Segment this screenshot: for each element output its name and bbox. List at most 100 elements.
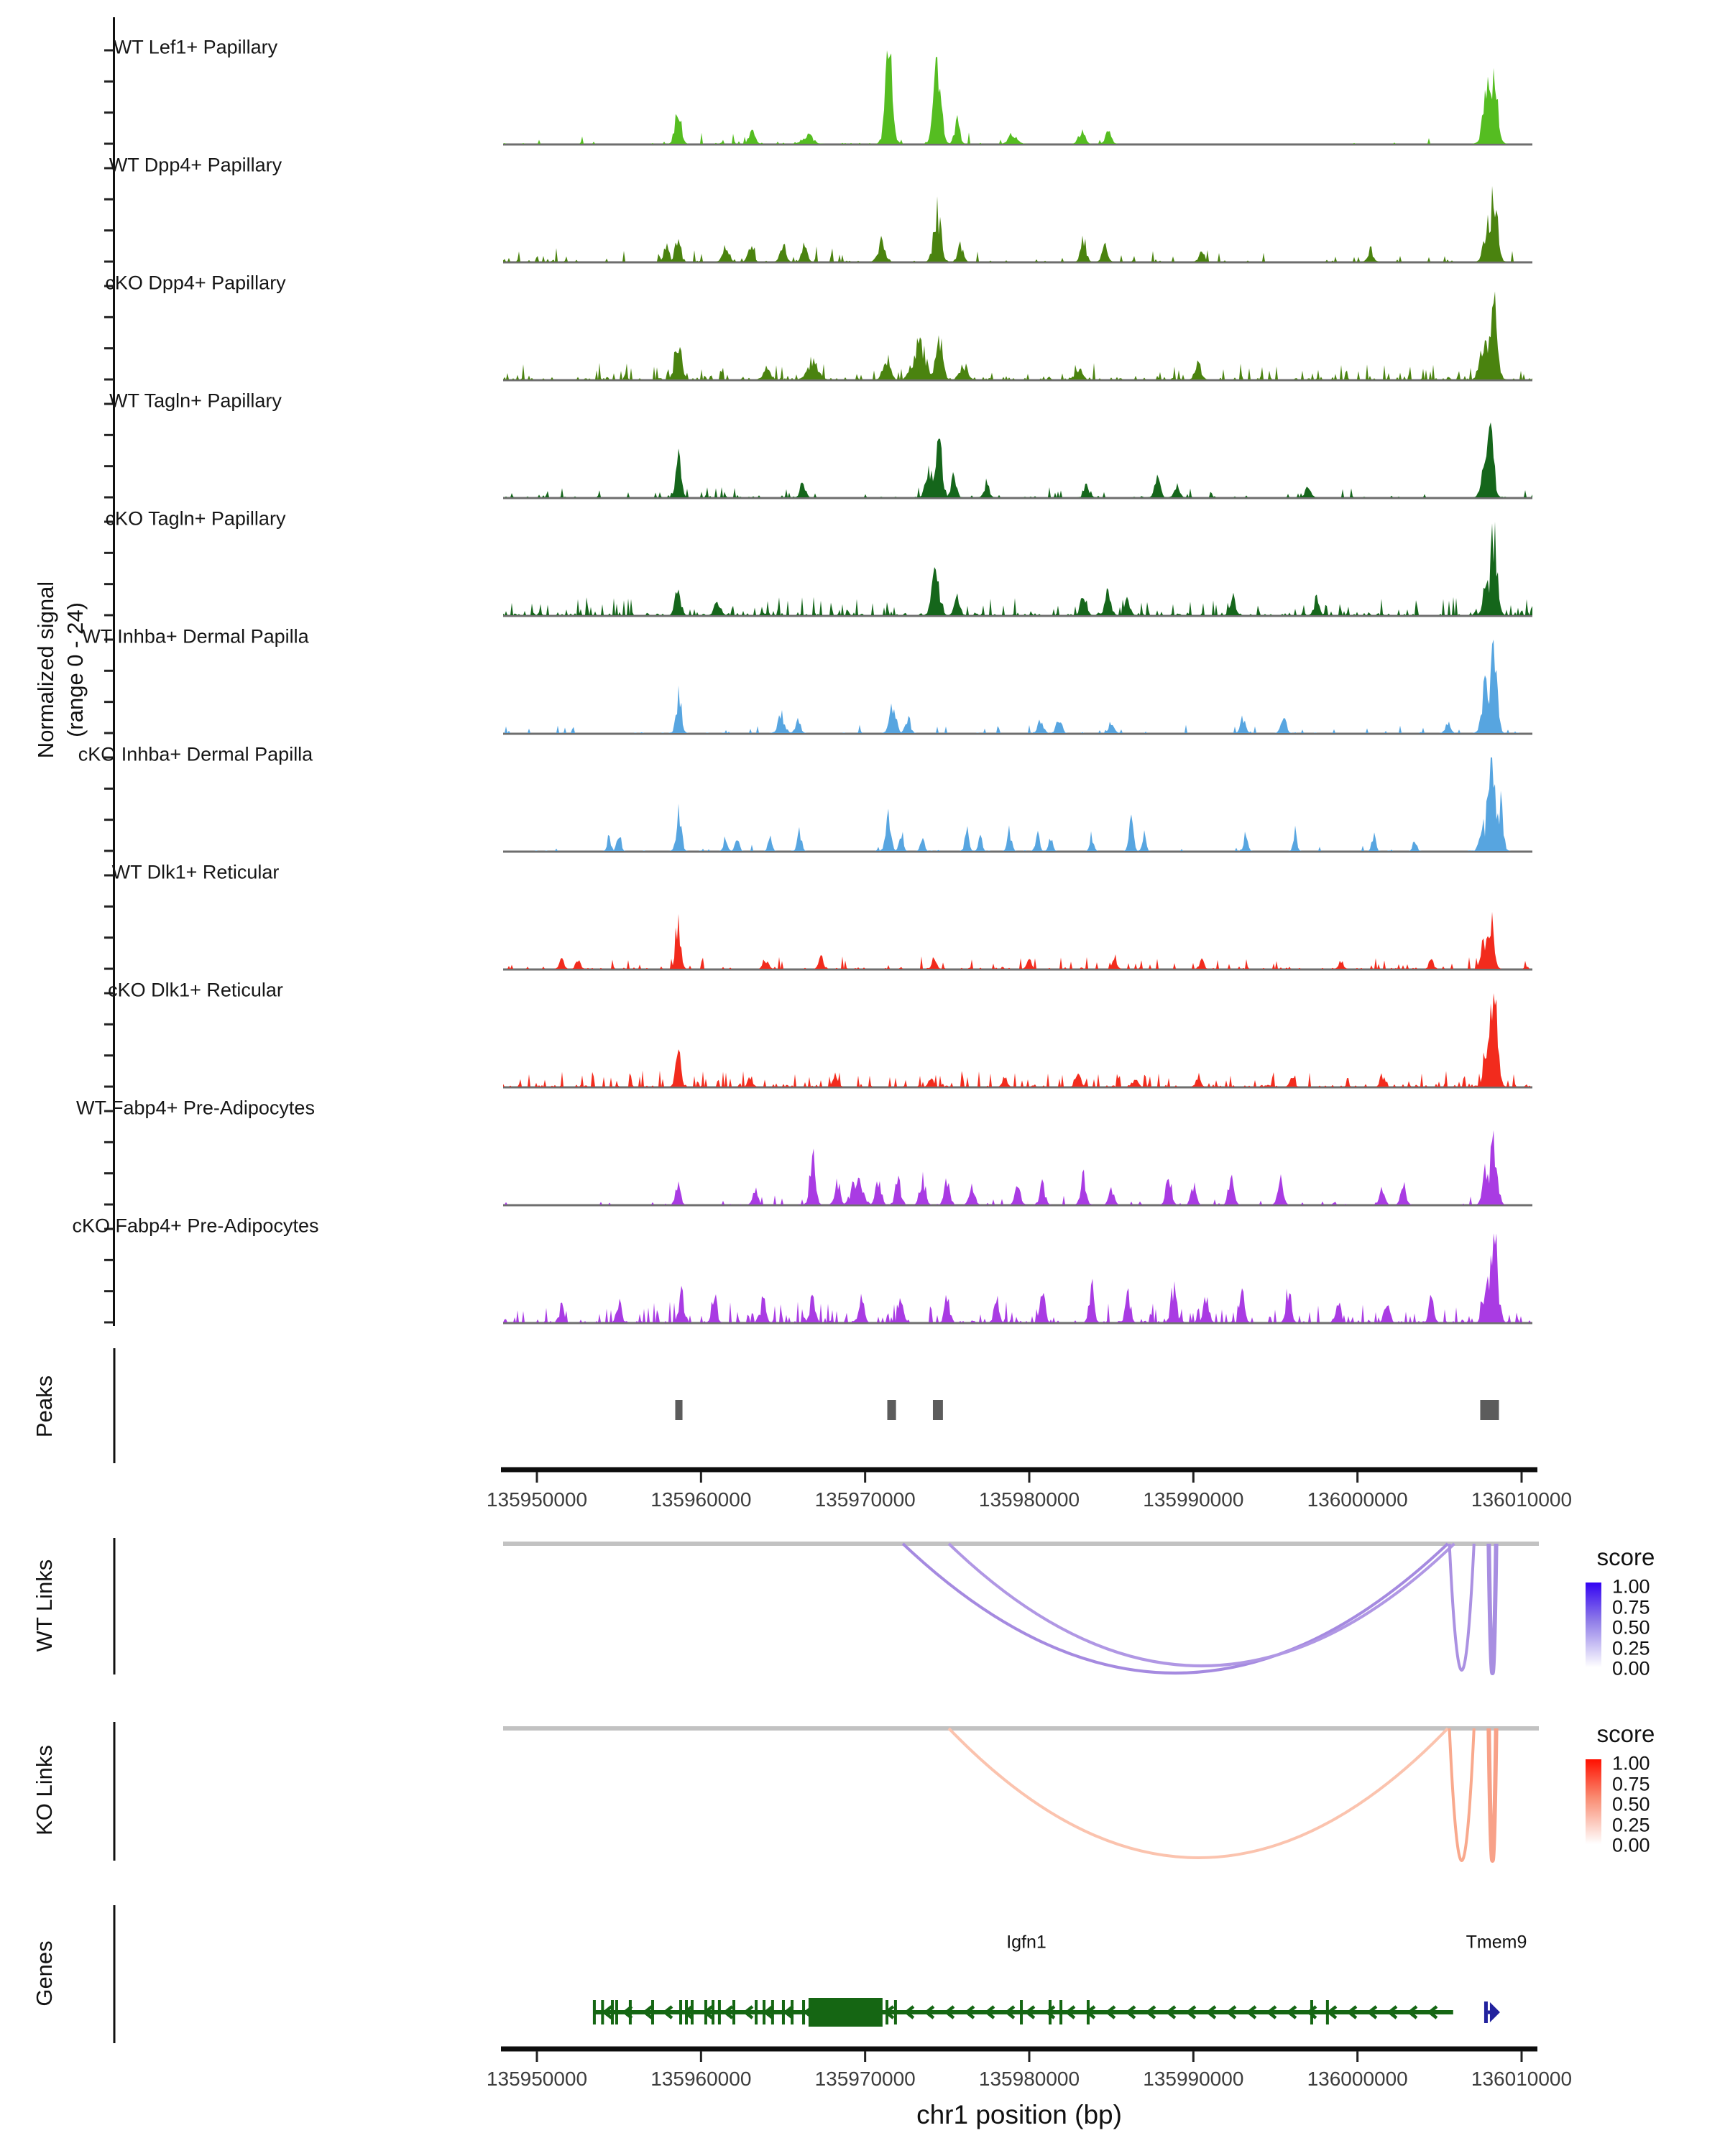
wt-legend-tick-label: 0.00 [1612, 1657, 1650, 1680]
ko-links-legend-title: score [1596, 1720, 1655, 1747]
gene-strand-arrow [1024, 2005, 1036, 2019]
gene-strand-arrow [1407, 2005, 1418, 2019]
gene-exon-tick [763, 2000, 766, 2024]
gene-strand-arrow [682, 2005, 694, 2019]
x-tick-label: 136010000 [1471, 2068, 1573, 2090]
x-tick-label: 135970000 [814, 1488, 916, 1511]
wt-legend-tick-label: 0.50 [1612, 1616, 1650, 1639]
track-label-1: WT Lef1+ Papillary [113, 36, 278, 58]
gene-exon-tick [781, 2000, 785, 2024]
track-label-6: WT Inhba+ Dermal Papilla [82, 625, 309, 648]
gene-exon-tick [1048, 2000, 1052, 2024]
gene-exon-tick [1020, 2000, 1024, 2024]
gene-strand-arrow [722, 2005, 734, 2019]
wt-legend-tick-label: 0.75 [1612, 1596, 1650, 1618]
gene-exon-tick [650, 2000, 654, 2024]
section-label-peaks: Peaks [32, 1375, 57, 1438]
x-tick-label: 135990000 [1143, 2068, 1244, 2090]
ko-links-legend-gradient [1586, 1759, 1601, 1844]
section-label-wt-links: WT Links [32, 1559, 57, 1652]
track-label-11: cKO Fabp4+ Pre-Adipocytes [72, 1215, 319, 1237]
x-axis-title: chr1 position (bp) [916, 2100, 1122, 2129]
gene-strand-arrow [944, 2005, 955, 2019]
gene-exon-tick [704, 2000, 707, 2024]
x-tick-label: 135950000 [486, 1488, 588, 1511]
y-axis-label-line2: (range 0 - 24) [63, 602, 88, 737]
gene-exon-tick [886, 2000, 889, 2024]
gene-strand-arrow [1225, 2005, 1237, 2019]
gene-exon-tick [691, 2000, 694, 2024]
section-label-ko-links: KO Links [32, 1745, 57, 1835]
gene-exon-tick [601, 2000, 604, 2024]
x-tick-label: 135950000 [486, 2068, 588, 2090]
gene-strand-arrow [1346, 2005, 1358, 2019]
gene-exon-tick [679, 2000, 683, 2024]
track-label-2: WT Dpp4+ Papillary [109, 154, 282, 176]
gene-exon-tick [755, 2000, 758, 2024]
gene-exon-tick [1059, 2000, 1063, 2024]
wt-links-arc [947, 1542, 1455, 1667]
gene-strand-arrow [1266, 2005, 1277, 2019]
gene-strand-arrow [1044, 2005, 1056, 2019]
gene-strand-arrow [1004, 2005, 1016, 2019]
peak-box [1480, 1400, 1499, 1420]
x-tick-label: 135960000 [650, 2068, 752, 2090]
gene-strand-arrow [984, 2005, 995, 2019]
signal-track-8 [503, 911, 1532, 969]
gene-strand-arrow [1165, 2005, 1177, 2019]
gene-exon-tick [628, 2000, 632, 2024]
gene-strand-arrow [1427, 2005, 1438, 2019]
gene-strand-arrow [1246, 2005, 1257, 2019]
gene-strand-arrow [964, 2005, 975, 2019]
section-label-genes: Genes [32, 1940, 57, 2007]
ko-links-arc [1448, 1728, 1476, 1862]
gene-strand-arrow [1125, 2005, 1136, 2019]
ko-legend-tick-label: 0.00 [1612, 1834, 1650, 1856]
signal-track-4 [503, 422, 1532, 497]
y-axis-label: Normalized signal (range 0 - 24) [31, 581, 90, 758]
gene-exon-tick [732, 2000, 735, 2024]
track-label-3: cKO Dpp4+ Papillary [105, 272, 286, 294]
x-tick-label: 135980000 [978, 1488, 1080, 1511]
wt-legend-tick-label: 1.00 [1612, 1575, 1650, 1598]
gene-label-igfn1: Igfn1 [1006, 1932, 1046, 1953]
peak-box [887, 1400, 896, 1420]
gene-exon-tmem9 [1484, 2001, 1488, 2023]
gene-strand-arrow [1105, 2005, 1116, 2019]
ko-legend-tick-label: 0.75 [1612, 1773, 1650, 1795]
x-tick-label: 135970000 [814, 2068, 916, 2090]
gene-strand-arrow [783, 2005, 794, 2019]
gene-exon-tick [685, 2000, 689, 2024]
gene-exon-tick [592, 2000, 596, 2024]
gene-exon-tick [712, 2000, 715, 2024]
peak-box [932, 1400, 943, 1420]
x-tick-label: 136000000 [1307, 2068, 1408, 2090]
gene-exon-tick [1086, 2000, 1090, 2024]
gene-strand-arrow [1366, 2005, 1378, 2019]
signal-track-11 [503, 1233, 1532, 1322]
x-tick-label: 136000000 [1307, 1488, 1408, 1511]
track-label-8: WT Dlk1+ Reticular [111, 861, 280, 883]
peak-box [675, 1400, 683, 1420]
gene-exon-tick [615, 2000, 618, 2024]
gene-strand-arrow [924, 2005, 935, 2019]
signal-track-5 [503, 522, 1532, 615]
gene-exon-tick [893, 2000, 897, 2024]
gene-strand-arrow [1064, 2005, 1076, 2019]
signal-track-6 [503, 640, 1532, 733]
gene-strand-arrow [662, 2005, 673, 2019]
gene-exon-tick [791, 2000, 794, 2024]
gene-exon-tick [717, 2000, 721, 2024]
signal-track-10 [503, 1130, 1532, 1204]
gene-strand-arrow [1326, 2005, 1338, 2019]
gene-strand-arrow [742, 2005, 754, 2019]
gene-exon-tick [1325, 2000, 1329, 2024]
x-tick-label: 136010000 [1471, 1488, 1573, 1511]
ko-legend-tick-label: 1.00 [1612, 1752, 1650, 1774]
gene-strand-arrow [1145, 2005, 1156, 2019]
gene-strand-arrow-tmem9 [1489, 2002, 1500, 2022]
gene-strand-arrow [903, 2005, 915, 2019]
gene-strand-arrow [1286, 2005, 1297, 2019]
x-tick-label: 135990000 [1143, 1488, 1244, 1511]
